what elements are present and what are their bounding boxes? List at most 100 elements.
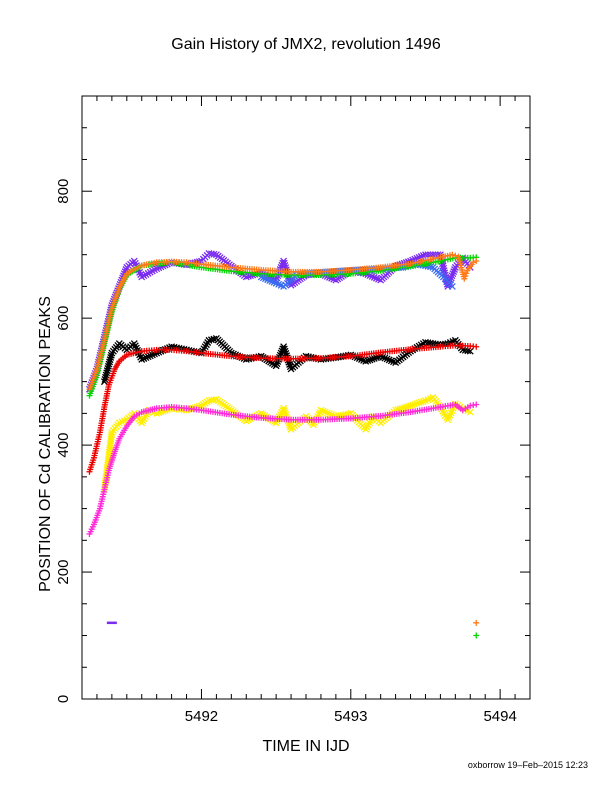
- plot-frame: [81, 95, 531, 700]
- y-axis-label: POSITION OF Cd CALIBRATION PEAKS: [37, 296, 54, 592]
- data-point: [419, 397, 427, 405]
- data-point: [144, 353, 152, 361]
- data-point: [280, 345, 288, 353]
- y-tick: 400: [55, 433, 530, 458]
- data-point: [280, 257, 288, 265]
- data-point: [411, 400, 419, 408]
- y-tick-label: 400: [55, 433, 72, 458]
- series-2: [86, 254, 480, 639]
- data-point: [280, 259, 288, 267]
- data-point: [372, 274, 380, 282]
- data-point: [323, 409, 331, 417]
- data-point: [155, 264, 163, 272]
- data-point: [281, 261, 289, 269]
- data-point: [407, 402, 414, 410]
- data-point: [447, 274, 455, 282]
- y-tick: 800: [55, 179, 530, 204]
- data-point: [422, 251, 429, 259]
- data-point: [281, 347, 289, 355]
- x-axis-label: TIME IN IJD: [262, 738, 350, 755]
- data-point: [273, 360, 281, 368]
- data-point: [413, 400, 421, 408]
- y-tick-label: 600: [55, 306, 72, 331]
- data-point: [280, 404, 288, 412]
- y-tick: 600: [55, 306, 530, 331]
- data-point: [473, 258, 480, 265]
- data-point: [473, 619, 480, 626]
- data-point: [417, 398, 425, 406]
- data-point: [326, 410, 333, 418]
- data-point: [452, 252, 459, 259]
- x-tick: 5492: [185, 96, 218, 725]
- data-point: [383, 355, 391, 363]
- data-point: [281, 409, 289, 416]
- data-point: [470, 259, 477, 266]
- y-tick-label: 800: [55, 179, 72, 204]
- data-point: [108, 431, 116, 439]
- data-point: [280, 343, 288, 351]
- data-point: [473, 632, 480, 639]
- data-point: [449, 270, 457, 278]
- data-point: [450, 268, 458, 276]
- data-point: [402, 403, 410, 411]
- data-point: [321, 408, 329, 416]
- data-point: [445, 280, 453, 288]
- data-point: [394, 406, 402, 414]
- data-point: [415, 399, 423, 407]
- data-point: [368, 355, 376, 363]
- series-4: [100, 335, 474, 386]
- data-point: [462, 273, 469, 280]
- data-point: [370, 354, 378, 362]
- data-point: [448, 282, 456, 290]
- data-point: [466, 347, 474, 355]
- footer-stamp: oxborrow 19–Feb–2015 12:23: [467, 760, 588, 770]
- data-point: [140, 355, 148, 362]
- data-point: [387, 357, 395, 365]
- data-point: [370, 273, 378, 281]
- x-tick: 5494: [483, 96, 517, 725]
- series-3: [86, 251, 480, 626]
- data-point: [385, 356, 393, 364]
- y-tick: 200: [55, 560, 530, 585]
- series-5: [86, 342, 480, 475]
- data-point: [153, 265, 161, 273]
- data-point: [449, 251, 456, 258]
- data-point: [409, 401, 417, 409]
- data-point: [362, 357, 370, 365]
- data-point: [404, 402, 412, 410]
- data-point: [210, 250, 218, 258]
- data-point: [463, 270, 470, 277]
- data-point: [138, 355, 146, 363]
- data-point: [266, 277, 274, 284]
- data-point: [392, 406, 400, 414]
- data-point: [400, 404, 408, 412]
- data-point: [146, 352, 154, 360]
- data-point: [272, 362, 280, 370]
- y-tick-label: 200: [55, 560, 72, 585]
- data-point: [275, 355, 283, 363]
- data-point: [461, 275, 468, 282]
- series-7: [86, 401, 480, 537]
- data-point: [473, 343, 480, 350]
- data-point: [107, 351, 115, 359]
- data-point: [366, 356, 374, 364]
- data-point: [142, 354, 150, 362]
- data-point: [268, 277, 276, 285]
- data-point: [368, 272, 376, 280]
- data-point: [242, 273, 250, 281]
- data-point: [270, 278, 278, 286]
- data-point: [282, 349, 290, 357]
- x-tick-label: 5492: [185, 708, 218, 725]
- x-tick-label: 5494: [483, 708, 516, 725]
- data-point: [473, 401, 480, 408]
- y-tick: 0: [55, 695, 530, 703]
- chart-title: Gain History of JMX2, revolution 1496: [171, 36, 441, 53]
- data-point: [364, 357, 372, 365]
- x-tick: 5493: [334, 96, 367, 725]
- data-point: [381, 354, 389, 362]
- data-point: [280, 406, 288, 414]
- data-point: [264, 276, 272, 284]
- data-point: [451, 266, 458, 273]
- y-tick-label: 0: [55, 695, 72, 703]
